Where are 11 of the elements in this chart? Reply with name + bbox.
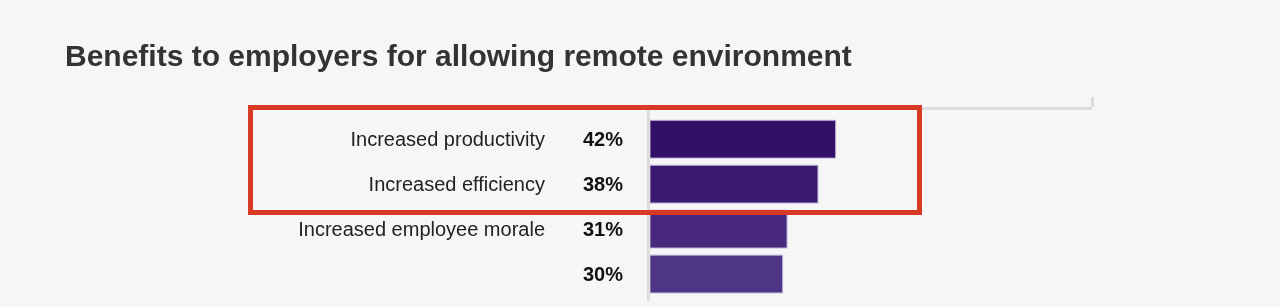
y-tick-label: Increased productivity bbox=[350, 128, 545, 151]
y-tick-label: Increased employee morale bbox=[298, 218, 545, 241]
y-tick-label: Increased efficiency bbox=[368, 173, 545, 196]
data-label: 31% bbox=[583, 218, 624, 240]
data-label: 38% bbox=[583, 173, 624, 195]
chart-title: Benefits to employers for allowing remote environment bbox=[65, 38, 852, 72]
bar bbox=[650, 164, 819, 204]
data-label: 30% bbox=[583, 263, 624, 285]
bar bbox=[650, 254, 784, 294]
data-label: 42% bbox=[583, 128, 624, 150]
bar bbox=[650, 119, 837, 159]
